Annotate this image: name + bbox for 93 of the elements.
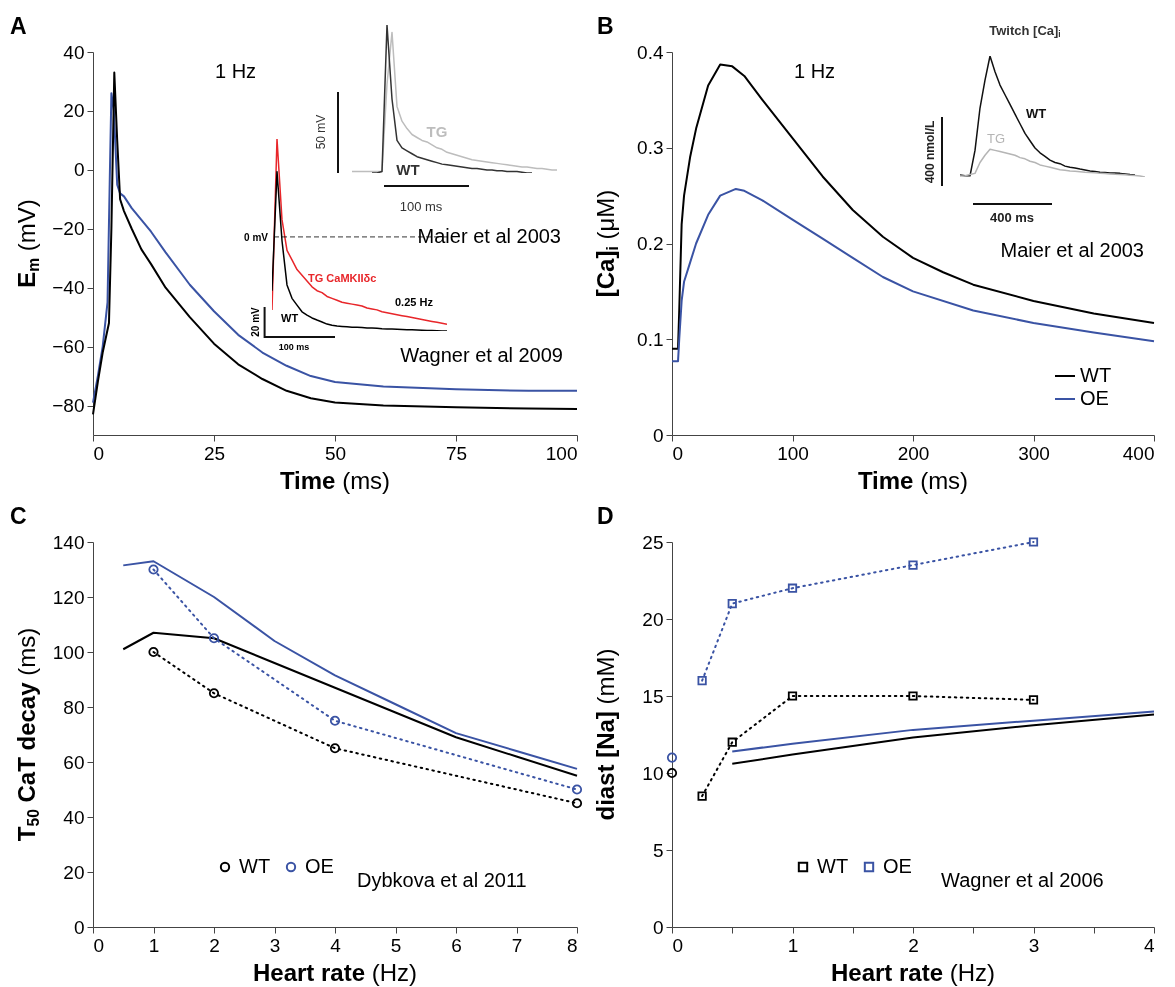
y-tick-label: 40 <box>63 806 85 828</box>
annotation: Maier et al 2003 <box>417 225 561 247</box>
y-tick-label: −40 <box>52 277 85 299</box>
y-tick-label: 20 <box>642 608 664 630</box>
y-tick-label: 140 <box>52 531 85 553</box>
y-tick-label: 120 <box>52 586 85 608</box>
y-tick-label: −20 <box>52 218 85 240</box>
y-tick-label: 0 <box>73 916 85 938</box>
y-tick-label: 25 <box>642 531 664 553</box>
chart-title: C <box>10 503 27 529</box>
y-tick-label: 0.1 <box>637 328 664 350</box>
x-tick-label: 75 <box>445 442 468 464</box>
x-axis-title: Heart rate (Hz) <box>830 959 996 986</box>
chart-title: B <box>597 13 614 39</box>
x-tick-label: 1 <box>787 934 799 956</box>
x-tick-label: 4 <box>330 934 342 956</box>
annotation: 0.25 Hz <box>395 296 434 308</box>
x-tick-label: 1 <box>148 934 160 956</box>
line-series <box>671 63 1155 350</box>
y-tick-label: 15 <box>642 685 664 707</box>
y-tick-label: 0 <box>73 159 85 181</box>
legend-label: OE <box>305 855 334 877</box>
y-tick-label: −80 <box>52 395 85 417</box>
line-series <box>122 560 578 770</box>
x-tick-label: 2 <box>209 934 220 956</box>
line-series <box>731 710 1155 753</box>
annotation: 100 ms <box>399 199 443 214</box>
y-tick-label: 10 <box>642 762 664 784</box>
y-tick-label: 80 <box>63 696 85 718</box>
series-label: TG CaMKIIδc <box>308 272 377 284</box>
x-tick-label: 6 <box>451 934 462 956</box>
x-tick-label: 7 <box>511 934 523 956</box>
y-tick-label: 0.4 <box>637 41 664 63</box>
x-tick-label: 3 <box>269 934 281 956</box>
annotation: Dybkova et al 2011 <box>357 869 527 891</box>
annotation: Wagner et al 2006 <box>941 869 1104 891</box>
x-axis-title: Time (ms) <box>279 467 391 494</box>
y-tick-label: 5 <box>652 839 664 861</box>
legend-label: WT <box>817 855 849 877</box>
y-axis-title: diast [Na] (mM) <box>592 648 619 821</box>
ref-line-label: 0 mV <box>244 232 269 243</box>
y-tick-label: 0 <box>652 916 664 938</box>
x-tick-label: 50 <box>324 442 347 464</box>
x-tick-label: 400 <box>1122 442 1155 464</box>
x-tick-label: 5 <box>390 934 402 956</box>
x-tick-label: 8 <box>566 934 578 956</box>
annotation: 50 mV <box>314 114 328 150</box>
series-label: WT <box>281 312 299 324</box>
legend-label: OE <box>883 855 912 877</box>
series-label: TG <box>986 131 1006 146</box>
x-tick-label: 25 <box>203 442 226 464</box>
annotation: 400 ms <box>989 210 1035 225</box>
x-tick-label: 2 <box>908 934 919 956</box>
x-tick-label: 100 <box>545 442 578 464</box>
x-tick-label: 100 <box>777 442 809 464</box>
x-tick-label: 0 <box>672 442 684 464</box>
y-tick-label: −60 <box>52 336 85 358</box>
x-tick-label: 300 <box>1018 442 1050 464</box>
x-tick-label: 200 <box>897 442 930 464</box>
annotation: 1 Hz <box>215 60 257 82</box>
y-tick-label: 20 <box>63 861 85 883</box>
annotation: 1 Hz <box>794 60 836 82</box>
legend-label: OE <box>1080 387 1109 409</box>
y-tick-label: 0.2 <box>637 233 664 254</box>
y-tick-label: 20 <box>63 100 85 122</box>
x-tick-label: 3 <box>1028 934 1040 956</box>
annotation: 20 mV <box>250 306 261 337</box>
y-tick-label: 100 <box>52 641 85 663</box>
y-tick-label: 0.3 <box>637 137 664 159</box>
y-tick-label: 60 <box>63 751 85 773</box>
chart-title: A <box>10 13 27 39</box>
annotation: Maier et al 2003 <box>1000 239 1144 261</box>
annotation: 400 nmol/L <box>923 120 937 184</box>
x-tick-label: 0 <box>672 934 684 956</box>
y-tick-label: 40 <box>63 41 85 63</box>
x-tick-label: 0 <box>93 934 105 956</box>
legend-label: WT <box>1080 364 1112 386</box>
line-series <box>122 631 578 777</box>
series-label: TG <box>426 123 448 140</box>
legend-label: WT <box>239 855 271 877</box>
chart-title: Twitch [Ca]$_{i}$ <box>989 23 1061 39</box>
x-axis-title: Time (ms) <box>857 467 969 494</box>
line-series <box>731 713 1155 765</box>
chart-title: D <box>597 503 614 529</box>
series-label: WT <box>1025 106 1047 121</box>
series-label: WT <box>396 161 420 178</box>
annotation: 100 ms <box>278 342 310 352</box>
y-tick-label: 0 <box>652 424 664 446</box>
x-tick-label: 0 <box>93 442 105 464</box>
line-series <box>671 187 1155 363</box>
x-axis-title: Heart rate (Hz) <box>252 959 418 986</box>
annotation: Wagner et al 2009 <box>400 344 563 366</box>
x-tick-label: 4 <box>1143 934 1155 956</box>
